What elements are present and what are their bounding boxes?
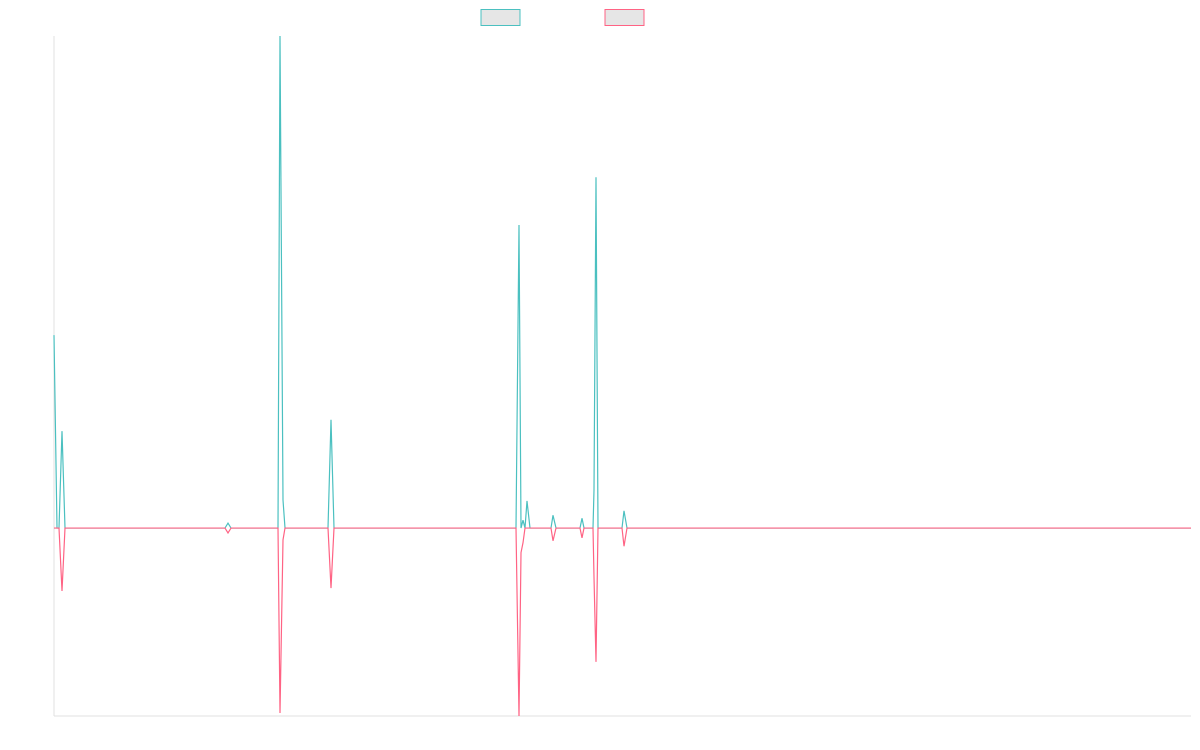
legend-swatch[interactable] (480, 9, 521, 26)
legend-swatch[interactable] (604, 9, 645, 26)
series-line (54, 527, 1191, 717)
series-line (53, 35, 1191, 529)
